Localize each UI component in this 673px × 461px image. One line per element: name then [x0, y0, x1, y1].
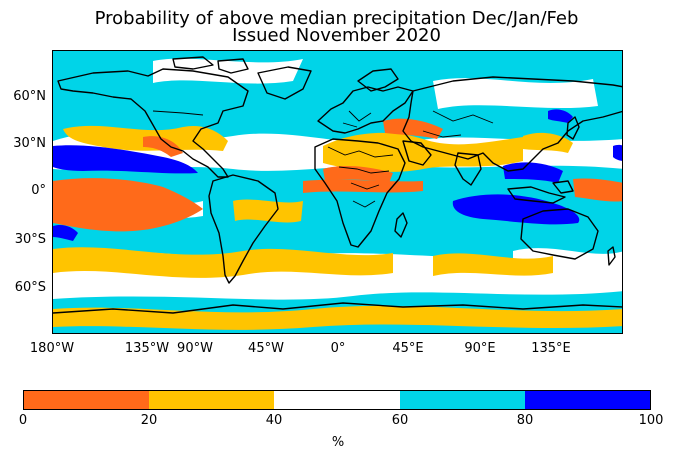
lon-label-0: 0° [330, 341, 346, 356]
lon-label-90e: 90°E [464, 341, 496, 356]
lon-label-180w: 180°W [29, 341, 75, 356]
colorbar-unit-label: % [331, 435, 345, 450]
colorbar-bin-80-100 [524, 391, 651, 409]
colorbar-tick-60: 60 [391, 413, 409, 428]
chart-subtitle: Issued November 2020 [232, 25, 441, 46]
lon-label-90w: 90°W [177, 341, 213, 356]
colorbar-tick-20: 20 [140, 413, 158, 428]
colorbar-tick-0: 0 [18, 413, 28, 428]
lon-label-45e: 45°E [392, 341, 424, 356]
colorbar-tick-80: 80 [516, 413, 534, 428]
chart-title: Probability of above median precipitatio… [94, 8, 579, 29]
colorbar-bin-0-20 [24, 391, 150, 409]
lat-label-60s: 60°S [14, 280, 46, 295]
lat-label-30n: 30°N [13, 136, 46, 151]
lon-label-45w: 45°W [248, 341, 284, 356]
world-map [52, 50, 623, 334]
lat-label-30s: 30°S [14, 232, 46, 247]
colorbar-tick-40: 40 [265, 413, 283, 428]
colorbar-tick-100: 100 [638, 413, 664, 428]
coastlines [53, 56, 622, 314]
lat-label-0: 0° [31, 183, 46, 198]
map-canvas [53, 51, 622, 333]
colorbar-bin-40-60 [274, 391, 400, 409]
colorbar-bin-20-40 [149, 391, 275, 409]
prob-0-20-patches [53, 118, 622, 232]
colorbar [23, 390, 651, 410]
lon-label-135e: 135°E [531, 341, 571, 356]
lat-label-60n: 60°N [13, 89, 46, 104]
colorbar-bin-60-80 [399, 391, 525, 409]
country-borders [152, 110, 494, 208]
lon-label-135w: 135°W [124, 341, 170, 356]
